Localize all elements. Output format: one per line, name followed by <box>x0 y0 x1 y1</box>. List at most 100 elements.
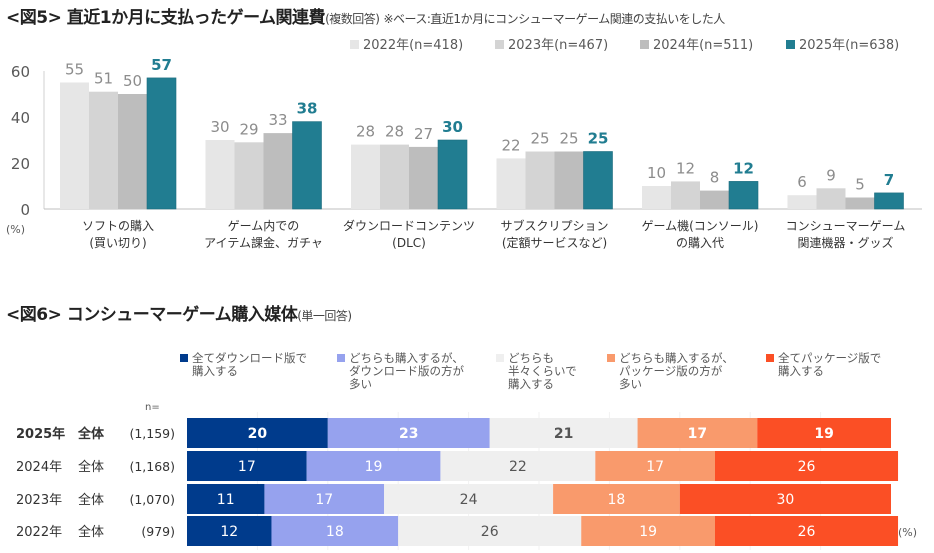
bar <box>409 146 438 209</box>
data-label: 25 <box>559 130 578 148</box>
bar <box>146 77 177 210</box>
data-label: 19 <box>639 524 657 540</box>
y-tick-label: 20 <box>11 155 30 173</box>
figure5-title-sub: (複数回答) <box>325 12 380 26</box>
x-tick-label: ゲーム機(コンソール) <box>641 218 758 233</box>
data-label: 22 <box>509 459 527 475</box>
data-label: 33 <box>268 111 287 129</box>
data-label: 57 <box>151 56 172 74</box>
bar-segment <box>553 484 680 514</box>
data-label: 30 <box>442 118 463 136</box>
bar <box>496 158 526 209</box>
row-label-n: (1,168) <box>129 459 175 474</box>
row-label-group: 全体 <box>77 426 105 442</box>
x-tick-label: ゲーム内での <box>228 219 300 233</box>
legend-swatch <box>640 40 649 49</box>
unit-label: (%) <box>898 526 917 539</box>
bar <box>700 190 729 209</box>
data-label: 50 <box>123 72 142 90</box>
bar <box>642 186 671 209</box>
bar <box>554 151 584 209</box>
data-label: 22 <box>501 136 520 154</box>
legend-label: どちらも <box>508 351 554 365</box>
data-label: 18 <box>608 492 626 508</box>
bar-segment <box>187 451 307 481</box>
x-tick-label: の購入代 <box>676 236 724 250</box>
data-label: 27 <box>414 125 433 143</box>
row-label-group: 全体 <box>78 492 104 508</box>
data-label: 9 <box>826 166 836 184</box>
data-label: 23 <box>399 426 418 442</box>
data-label: 26 <box>481 524 499 540</box>
data-label: 28 <box>356 123 375 141</box>
x-tick-label: ソフトの購入 <box>82 219 154 233</box>
legend-label: どちらも購入するが、 <box>349 351 464 365</box>
bar <box>437 139 468 210</box>
data-label: 12 <box>676 159 695 177</box>
bar <box>787 195 817 209</box>
legend-swatch <box>786 40 795 49</box>
figure6-title-main: <図6> コンシューマーゲーム購入媒体 <box>6 305 298 325</box>
data-label: 10 <box>647 164 666 182</box>
bar-segment <box>187 484 265 514</box>
y-tick-label: 40 <box>11 109 30 127</box>
data-label: 26 <box>798 459 816 475</box>
row-label-group: 全体 <box>78 524 104 540</box>
data-label: 24 <box>460 492 478 508</box>
row-label-year: 2023年 <box>16 493 62 508</box>
bar-segment <box>637 418 758 448</box>
legend-label: 購入する <box>508 377 554 391</box>
data-label: 26 <box>798 524 816 540</box>
row-label-n: (979) <box>141 524 175 539</box>
bar <box>583 151 613 210</box>
bar-segment <box>271 516 399 546</box>
data-label: 19 <box>365 459 383 475</box>
row-label-group: 全体 <box>78 459 104 475</box>
bar <box>263 133 293 209</box>
data-label: 25 <box>530 130 549 148</box>
data-label: 6 <box>797 173 807 191</box>
data-label: 21 <box>554 426 573 442</box>
bar-segment <box>398 516 582 546</box>
legend-swatch <box>180 354 188 362</box>
y-tick-label: 0 <box>20 201 30 219</box>
data-label: 51 <box>94 70 113 88</box>
bar-segment <box>581 516 715 546</box>
data-label: 17 <box>646 459 664 475</box>
legend-label: 2025年(n=638) <box>799 38 899 53</box>
data-label: 11 <box>217 492 235 508</box>
bar <box>205 140 235 209</box>
data-label: 20 <box>248 426 268 442</box>
legend-swatch <box>496 354 504 362</box>
legend-label: どちらも購入するが、 <box>619 351 734 365</box>
legend-label: 全てパッケージ版で <box>778 351 881 365</box>
legend-label: ダウンロード版の方が <box>349 364 464 378</box>
data-label: 38 <box>297 100 318 118</box>
row-label-year: 2022年 <box>16 525 62 540</box>
data-label: 8 <box>710 169 720 187</box>
row-label-year: 2024年 <box>16 460 62 475</box>
bar <box>89 91 118 209</box>
y-axis-unit-label: (%) <box>6 223 25 236</box>
legend-label: 購入する <box>778 364 824 378</box>
bar <box>118 94 147 209</box>
data-label: 55 <box>65 61 84 79</box>
legend-label: パッケージ版の方が <box>619 364 723 378</box>
legend-label: 2023年(n=467) <box>508 38 608 53</box>
figure5-title-main: <図5> 直近1か月に支払ったゲーム関連費 <box>6 8 326 28</box>
legend-swatch <box>766 354 774 362</box>
bar <box>816 188 846 209</box>
row-label-n: (1,159) <box>129 426 175 441</box>
x-tick-label: (定額サービスなど) <box>502 235 607 250</box>
legend-label: 2024年(n=511) <box>653 38 753 53</box>
data-label: 29 <box>239 120 258 138</box>
data-label: 18 <box>326 524 344 540</box>
bar-segment <box>306 451 441 481</box>
x-tick-label: 関連機器・グッズ <box>797 235 893 250</box>
x-tick-label: ダウンロードコンテンツ <box>343 218 475 233</box>
bar <box>351 144 380 209</box>
bar <box>728 181 759 210</box>
figure6-title-sub: (単一回答) <box>297 309 352 323</box>
